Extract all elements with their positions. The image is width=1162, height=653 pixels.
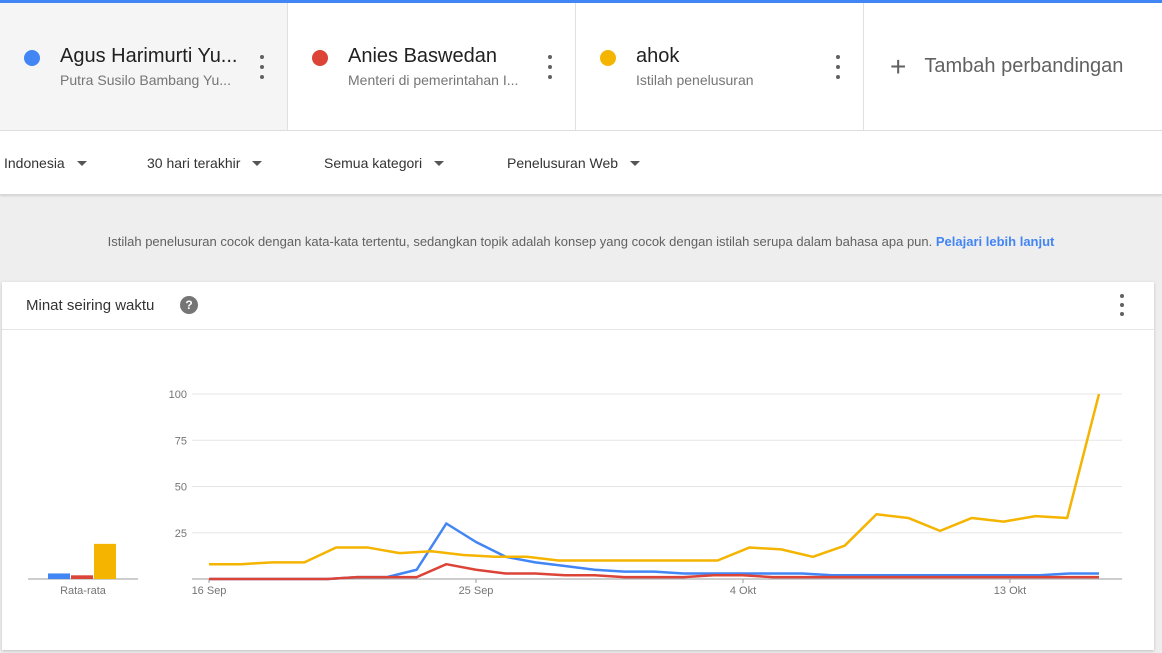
y-tick-label: 75 (175, 435, 187, 447)
search-type-value: Penelusuran Web (507, 155, 619, 171)
time-range-value: 30 hari terakhir (147, 155, 241, 171)
category-dropdown[interactable]: Semua kategori (324, 155, 445, 171)
x-tick-label: 13 Okt (994, 585, 1026, 597)
average-label: Rata-rata (60, 585, 107, 597)
more-vert-icon[interactable] (1118, 294, 1126, 316)
notice-text: Istilah penelusuran cocok dengan kata-ka… (107, 234, 933, 249)
term-name: Anies Baswedan (348, 45, 497, 67)
learn-more-link[interactable]: Pelajari lebih lanjut (935, 234, 1055, 249)
add-comparison-button[interactable]: + Tambah perbandingan (864, 3, 1162, 130)
caret-down-icon (76, 160, 87, 166)
y-tick-label: 25 (175, 528, 187, 540)
series-line-1 (209, 522, 1099, 581)
series-line-3 (209, 393, 1101, 566)
card-title: Minat seiring waktu (26, 297, 155, 314)
term-card-1[interactable]: Agus Harimurti Yu... Putra Susilo Bamban… (0, 3, 288, 130)
term-subtitle: Istilah penelusuran (636, 72, 754, 88)
average-bar (94, 543, 116, 579)
y-tick-label: 50 (175, 482, 187, 494)
search-type-dropdown[interactable]: Penelusuran Web (507, 155, 641, 171)
line-chart: 100 75 50 25 16 Sep 25 Sep 4 Okt 13 Okt Rata-rat… (28, 389, 1122, 597)
question-mark-icon[interactable]: ? (180, 296, 198, 314)
x-tick-label: 4 Okt (730, 585, 756, 597)
series-color-dot (600, 50, 616, 66)
interest-over-time-card: Minat seiring waktu ? 100 75 50 25 16 Sep 25 … (2, 282, 1154, 650)
more-vert-icon[interactable] (545, 55, 555, 79)
x-tick-label: 16 Sep (192, 585, 227, 597)
add-comparison-label: Tambah perbandingan (924, 55, 1124, 77)
term-name: ahok (636, 45, 680, 67)
time-range-dropdown[interactable]: 30 hari terakhir (147, 155, 263, 171)
caret-down-icon (252, 160, 263, 166)
series-color-dot (312, 50, 328, 66)
average-bar (48, 573, 70, 579)
caret-down-icon (434, 160, 445, 166)
x-tick-label: 25 Sep (459, 585, 494, 597)
term-name: Agus Harimurti Yu... (60, 45, 238, 67)
filter-bar: Indonesia 30 hari terakhir Semua kategor… (0, 131, 1162, 195)
more-vert-icon[interactable] (833, 55, 843, 79)
series-color-dot (24, 50, 40, 66)
card-header: Minat seiring waktu ? (2, 282, 1154, 330)
region-value: Indonesia (4, 155, 65, 171)
comparison-bar: Agus Harimurti Yu... Putra Susilo Bamban… (0, 3, 1162, 131)
more-vert-icon[interactable] (257, 55, 267, 79)
term-subtitle: Menteri di pemerintahan I... (348, 72, 519, 88)
average-bar (71, 575, 93, 579)
info-notice: Istilah penelusuran cocok dengan kata-ka… (0, 196, 1162, 282)
region-dropdown[interactable]: Indonesia (4, 155, 87, 171)
category-value: Semua kategori (324, 155, 423, 171)
top-accent-line (0, 0, 1162, 3)
caret-down-icon (630, 160, 641, 166)
term-card-2[interactable]: Anies Baswedan Menteri di pemerintahan I… (288, 3, 576, 130)
y-tick-label: 100 (169, 389, 187, 401)
term-subtitle: Putra Susilo Bambang Yu... (60, 72, 231, 88)
term-card-3[interactable]: ahok Istilah penelusuran (576, 3, 864, 130)
plus-icon: + (890, 50, 907, 82)
